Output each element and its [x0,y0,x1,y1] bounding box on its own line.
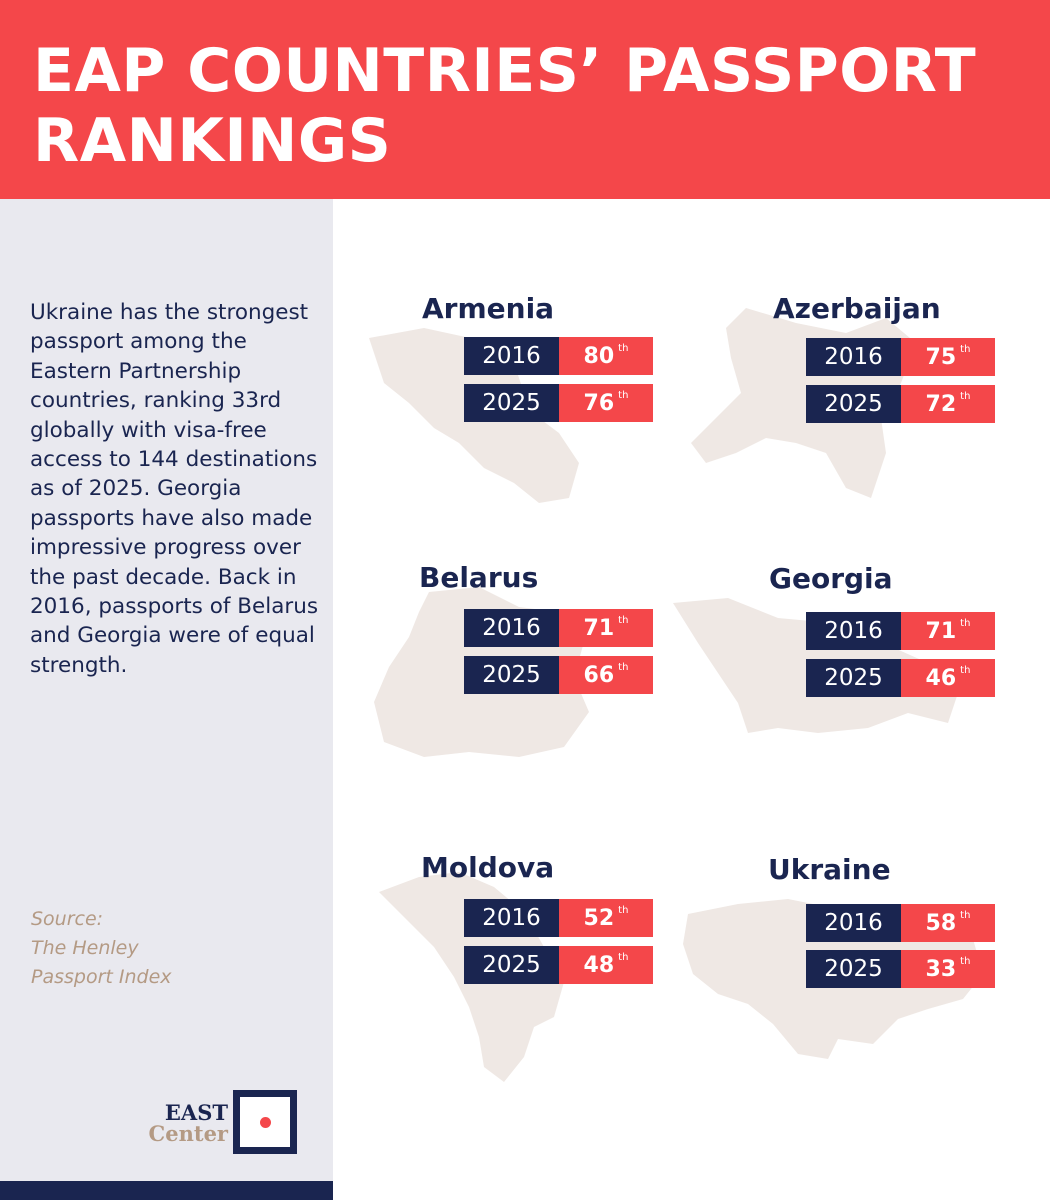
rank-number: 80 [583,343,615,369]
rank-number: 76 [583,390,615,416]
sidebar-bottom-bar [0,1181,333,1200]
rank-number: 48 [583,952,615,978]
rank-suffix: th [618,904,629,916]
country-name: Armenia [422,292,555,325]
logo-wordmark: EAST Center [149,1102,228,1144]
rank-suffix: th [618,614,629,626]
source-line: Source: [31,908,104,930]
east-center-logo: EAST Center [148,1090,298,1156]
rank-suffix: th [960,909,971,921]
rank-year: 2025 [806,659,901,697]
country-name: Georgia [769,562,893,595]
rank-year: 2025 [464,946,559,984]
rank-number: 72 [925,391,957,417]
page-title: EAP COUNTRIES’ PASSPORT RANKINGS [33,36,977,176]
logo-dot-icon [260,1117,271,1128]
rank-suffix: th [960,390,971,402]
rank-suffix: th [960,617,971,629]
country-name: Ukraine [768,853,891,886]
rank-year: 2025 [806,950,901,988]
header-banner: EAP COUNTRIES’ PASSPORT RANKINGS [0,0,1050,199]
source-line: Passport Index [31,966,172,988]
rank-suffix: th [618,661,629,673]
rank-number: 33 [925,956,957,982]
source-line: The Henley [31,937,139,959]
rank-number: 71 [925,618,957,644]
rank-year: 2016 [806,338,901,376]
rank-suffix: th [960,343,971,355]
rank-number: 58 [925,910,957,936]
rank-number: 46 [925,665,957,691]
logo-square-icon [233,1090,297,1154]
rank-year: 2025 [464,384,559,422]
sidebar [0,199,333,1200]
rank-year: 2016 [464,337,559,375]
rank-year: 2025 [806,385,901,423]
summary-text: Ukraine has the strongest passport among… [30,300,319,678]
rank-year: 2016 [806,612,901,650]
rank-year: 2016 [464,609,559,647]
rank-suffix: th [960,955,971,967]
rank-number: 52 [583,905,615,931]
rank-suffix: th [960,664,971,676]
rank-number: 71 [583,615,615,641]
rank-suffix: th [618,342,629,354]
rank-year: 2016 [806,904,901,942]
rank-suffix: th [618,389,629,401]
logo-line-center: Center [148,1121,228,1146]
country-name: Belarus [419,561,539,594]
rank-suffix: th [618,951,629,963]
rank-year: 2016 [464,899,559,937]
country-name: Azerbaijan [773,292,941,325]
logo-line-east: EAST [164,1100,228,1125]
rank-year: 2025 [464,656,559,694]
rank-number: 66 [583,662,615,688]
source-note: Source: The Henley Passport Index [31,905,231,992]
country-name: Moldova [421,851,555,884]
rank-number: 75 [925,344,957,370]
